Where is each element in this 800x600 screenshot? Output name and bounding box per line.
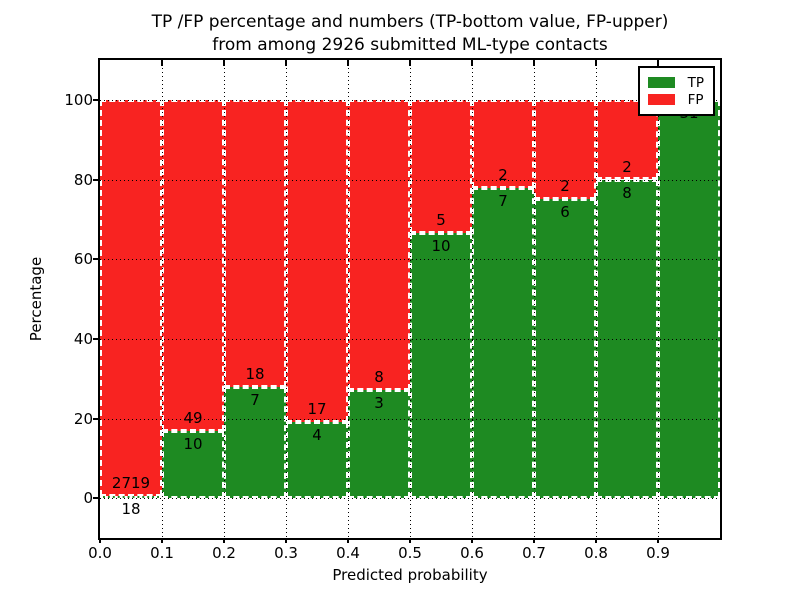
bar-count-label-fp: 17 bbox=[307, 400, 327, 419]
bars-layer bbox=[100, 60, 720, 538]
x-tick-label: 0.3 bbox=[274, 544, 298, 562]
y-tick-label: 0 bbox=[83, 489, 93, 508]
bar-count-label-tp: 8 bbox=[622, 183, 632, 202]
x-tick-label: 0.4 bbox=[336, 544, 360, 562]
bar-segment-tp bbox=[472, 188, 534, 499]
bar-segment-fp bbox=[224, 99, 286, 387]
legend-item-tp: TP bbox=[647, 74, 704, 91]
bar-count-label-tp: 7 bbox=[498, 192, 508, 211]
y-tick-mark bbox=[93, 98, 98, 101]
x-tick-label: 0.5 bbox=[398, 544, 422, 562]
bar-segment-tp bbox=[534, 199, 596, 499]
bar-count-label-fp: 2 bbox=[560, 177, 570, 196]
x-tick-mark bbox=[99, 538, 101, 543]
y-tick-label: 80 bbox=[73, 170, 93, 189]
bar-segment-tp bbox=[658, 99, 720, 499]
bar-count-label-tp: 3 bbox=[374, 393, 384, 412]
x-tick-label: 0.6 bbox=[460, 544, 484, 562]
bar-count-label-tp: 6 bbox=[560, 203, 570, 222]
y-tick-label: 40 bbox=[73, 329, 93, 348]
chart-title-line1: TP /FP percentage and numbers (TP-bottom… bbox=[151, 12, 669, 32]
legend-label-fp: FP bbox=[687, 91, 704, 108]
bar-count-label-fp: 2 bbox=[498, 166, 508, 185]
x-axis-label: Predicted probability bbox=[332, 566, 488, 584]
legend: TP FP bbox=[637, 66, 715, 116]
bar-segment-tp bbox=[348, 389, 410, 499]
bar-count-label-tp: 10 bbox=[431, 236, 451, 255]
bar-segment-fp bbox=[100, 99, 162, 496]
legend-label-tp: TP bbox=[687, 74, 704, 91]
bar-count-label-tp: 18 bbox=[121, 499, 141, 518]
y-tick-mark bbox=[93, 417, 98, 420]
bar-count-label-tp: 10 bbox=[183, 434, 203, 453]
x-tick-mark bbox=[595, 538, 597, 543]
x-tick-label: 0.2 bbox=[212, 544, 236, 562]
bar-segment-tp bbox=[286, 422, 348, 499]
y-tick-label: 60 bbox=[73, 250, 93, 269]
y-tick-mark bbox=[93, 258, 98, 261]
chart-title-line2: from among 2926 submitted ML-type contac… bbox=[212, 35, 608, 55]
x-tick-mark bbox=[223, 538, 225, 543]
bar-segment-fp bbox=[348, 99, 410, 390]
bar-segment-tp bbox=[224, 386, 286, 499]
y-tick-mark bbox=[93, 178, 98, 181]
x-tick-label: 0.8 bbox=[584, 544, 608, 562]
bar-count-label-fp: 18 bbox=[245, 364, 265, 383]
x-tick-mark bbox=[471, 538, 473, 543]
bar-segment-fp bbox=[534, 99, 596, 200]
legend-swatch-tp-icon bbox=[647, 77, 675, 88]
y-tick-mark bbox=[93, 337, 98, 340]
bar-segment-tp bbox=[100, 495, 162, 499]
chart-title: TP /FP percentage and numbers (TP-bottom… bbox=[100, 11, 720, 57]
bar-count-label-fp: 2719 bbox=[111, 473, 151, 492]
bar-count-label-tp: 4 bbox=[312, 426, 322, 445]
bar-count-label-fp: 2 bbox=[622, 157, 632, 176]
y-axis-label: Percentage bbox=[27, 256, 45, 342]
x-tick-mark bbox=[285, 538, 287, 543]
plot-area: 27191849101871748351027262831 TP FP bbox=[98, 58, 722, 540]
legend-swatch-fp-icon bbox=[647, 94, 675, 105]
y-tick-mark bbox=[93, 497, 98, 500]
bar-segment-tp bbox=[410, 232, 472, 499]
x-tick-mark bbox=[347, 538, 349, 543]
y-tick-label: 20 bbox=[73, 409, 93, 428]
x-tick-mark bbox=[409, 538, 411, 543]
y-tick-label: 100 bbox=[64, 90, 93, 109]
bar-labels-layer: 27191849101871748351027262831 bbox=[100, 60, 720, 538]
bar-count-label-tp: 7 bbox=[250, 390, 260, 409]
x-tick-mark bbox=[161, 538, 163, 543]
bar-count-label-fp: 5 bbox=[436, 210, 446, 229]
bar-segment-fp bbox=[286, 99, 348, 423]
bar-segment-tp bbox=[162, 430, 224, 499]
x-tick-mark bbox=[657, 538, 659, 543]
bar-count-label-fp: 49 bbox=[183, 408, 203, 427]
x-tick-label: 0.0 bbox=[88, 544, 112, 562]
x-tick-label: 0.9 bbox=[646, 544, 670, 562]
x-tick-mark bbox=[533, 538, 535, 543]
x-tick-label: 0.1 bbox=[150, 544, 174, 562]
legend-item-fp: FP bbox=[647, 91, 704, 108]
x-tick-label: 0.7 bbox=[522, 544, 546, 562]
bar-count-label-fp: 8 bbox=[374, 367, 384, 386]
bar-segment-fp bbox=[410, 99, 472, 233]
